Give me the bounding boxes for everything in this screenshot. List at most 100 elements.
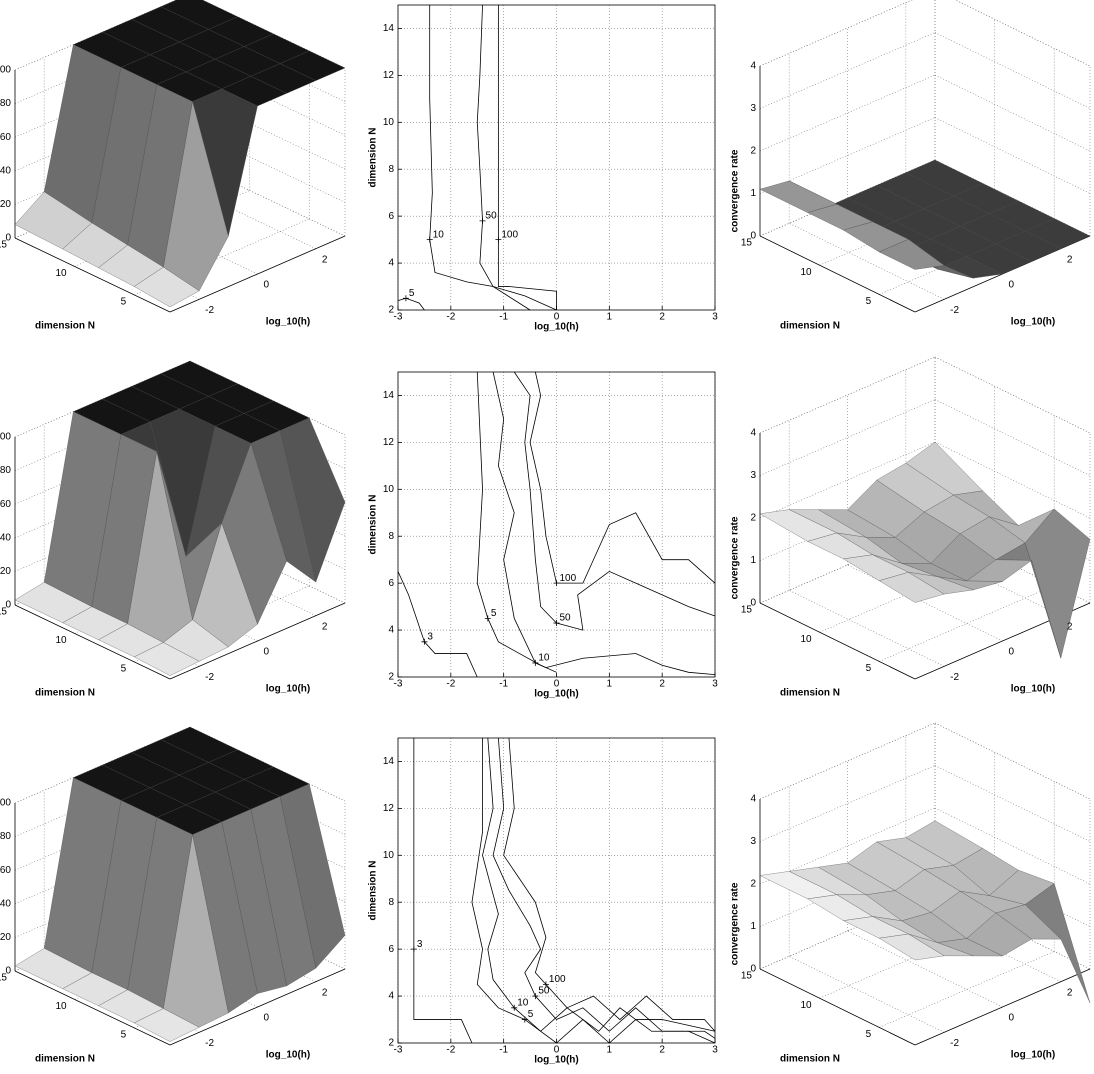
- y-tick-label: 10: [383, 117, 395, 128]
- x-tick-label: 1: [607, 312, 613, 323]
- y-axis-label: dimension N: [35, 688, 95, 699]
- box-edge: [935, 723, 1090, 799]
- y-tick-label: 4: [388, 625, 394, 636]
- contour-label: 100: [560, 573, 577, 584]
- box-edge: [935, 0, 1090, 66]
- surface-patch: [1025, 509, 1090, 658]
- x-tick-label: 1: [607, 679, 613, 690]
- surface-patch: [1025, 883, 1090, 1003]
- y-tick-label: 10: [800, 634, 812, 645]
- y-axis-label: dimension N: [780, 688, 840, 699]
- y-tick-label: 15: [741, 238, 753, 249]
- x-tick-label: -3: [394, 312, 403, 323]
- contour-line: [493, 372, 715, 675]
- contour-label: 3: [427, 631, 433, 642]
- z-tick-label: 100: [0, 432, 11, 443]
- x-tick-label: 2: [322, 987, 328, 998]
- x-tick-label: -2: [446, 679, 455, 690]
- x-tick-label: 3: [712, 1045, 718, 1056]
- z-tick-label: 2: [750, 146, 756, 157]
- z-tick-label: 40: [0, 898, 11, 909]
- grid-line: [935, 723, 1090, 799]
- grid-line: [935, 357, 1090, 433]
- y-tick-label: 5: [121, 1030, 127, 1041]
- grid-line: [935, 33, 1090, 109]
- y-tick-label: 12: [383, 803, 395, 814]
- x-tick-label: 0: [1009, 280, 1015, 291]
- y-tick-label: 12: [383, 437, 395, 448]
- z-tick-label: 80: [0, 831, 11, 842]
- contour-label: 10: [433, 229, 445, 240]
- x-tick-label: 2: [1067, 621, 1073, 632]
- x-axis-label: log_10(h): [266, 684, 310, 695]
- x-tick-label: -2: [205, 1038, 214, 1049]
- contour-label: 5: [409, 288, 415, 299]
- contour-label: 10: [517, 997, 529, 1008]
- y-axis-label: dimension N: [35, 1054, 95, 1065]
- x-tick-label: 0: [264, 647, 270, 658]
- x-tick-label: 2: [1067, 987, 1073, 998]
- y-tick-label: 5: [121, 297, 127, 308]
- contour-line: [483, 738, 715, 1038]
- grid-line: [935, 766, 1090, 842]
- contour-line: [472, 738, 715, 1043]
- x-tick-label: 2: [659, 312, 665, 323]
- contour-label: 5: [491, 608, 497, 619]
- x-tick-label: 0: [264, 1013, 270, 1024]
- z-tick-label: 40: [0, 532, 11, 543]
- page: 02040608010051015-202iterationsdimension…: [0, 0, 1094, 1074]
- z-tick-label: 1: [750, 555, 756, 566]
- x-tick-label: 3: [712, 679, 718, 690]
- box-edge: [760, 357, 935, 433]
- x-tick-label: -2: [205, 305, 214, 316]
- z-tick-label: 3: [750, 103, 756, 114]
- figure: 02040608010051015-202iterationsdimension…: [0, 0, 1094, 1074]
- z-tick-label: 3: [750, 470, 756, 481]
- y-axis-label: dimension N: [368, 494, 379, 554]
- x-tick-label: 0: [1009, 647, 1015, 658]
- z-tick-label: 80: [0, 98, 11, 109]
- grid-line: [935, 75, 1090, 151]
- y-tick-label: 14: [383, 390, 395, 401]
- z-tick-label: 2: [750, 513, 756, 524]
- y-tick-label: 14: [383, 756, 395, 767]
- y-tick-label: 6: [388, 944, 394, 955]
- z-tick-label: 4: [750, 428, 756, 439]
- y-tick-label: 15: [0, 973, 7, 984]
- y-tick-label: 10: [55, 635, 67, 646]
- x-axis-label: log_10(h): [266, 1050, 310, 1061]
- y-tick-label: 8: [388, 531, 394, 542]
- z-tick-label: 80: [0, 465, 11, 476]
- y-axis: [760, 969, 915, 1045]
- z-axis-label: convergence rate: [730, 149, 741, 232]
- y-axis-label: dimension N: [780, 321, 840, 332]
- y-tick-label: 15: [741, 605, 753, 616]
- x-axis-label: log_10(h): [1011, 684, 1055, 695]
- grid-line: [935, 400, 1090, 476]
- x-tick-label: 2: [659, 1045, 665, 1056]
- grid-line: [935, 0, 1090, 66]
- contour-label: 5: [528, 1009, 534, 1020]
- x-tick-label: -1: [499, 679, 508, 690]
- y-tick-label: 8: [388, 164, 394, 175]
- z-tick-label: 1: [750, 921, 756, 932]
- y-tick-label: 6: [388, 578, 394, 589]
- y-tick-label: 5: [121, 664, 127, 675]
- contour-line: [477, 5, 556, 310]
- x-tick-label: 3: [712, 312, 718, 323]
- z-tick-label: 4: [750, 61, 756, 72]
- x-tick-label: -2: [446, 1045, 455, 1056]
- y-tick-label: 12: [383, 70, 395, 81]
- grid-line: [760, 766, 935, 842]
- x-tick-label: -3: [394, 1045, 403, 1056]
- z-tick-label: 2: [750, 879, 756, 890]
- x-axis-label: log_10(h): [266, 317, 310, 328]
- contour-line: [498, 5, 556, 310]
- contour-line: [398, 298, 424, 310]
- box-edge: [935, 357, 1090, 433]
- z-tick-label: 20: [0, 199, 11, 210]
- x-tick-label: 1: [607, 1045, 613, 1056]
- x-tick-label: 0: [1009, 1013, 1015, 1024]
- x-tick-label: -2: [950, 305, 959, 316]
- z-tick-label: 20: [0, 932, 11, 943]
